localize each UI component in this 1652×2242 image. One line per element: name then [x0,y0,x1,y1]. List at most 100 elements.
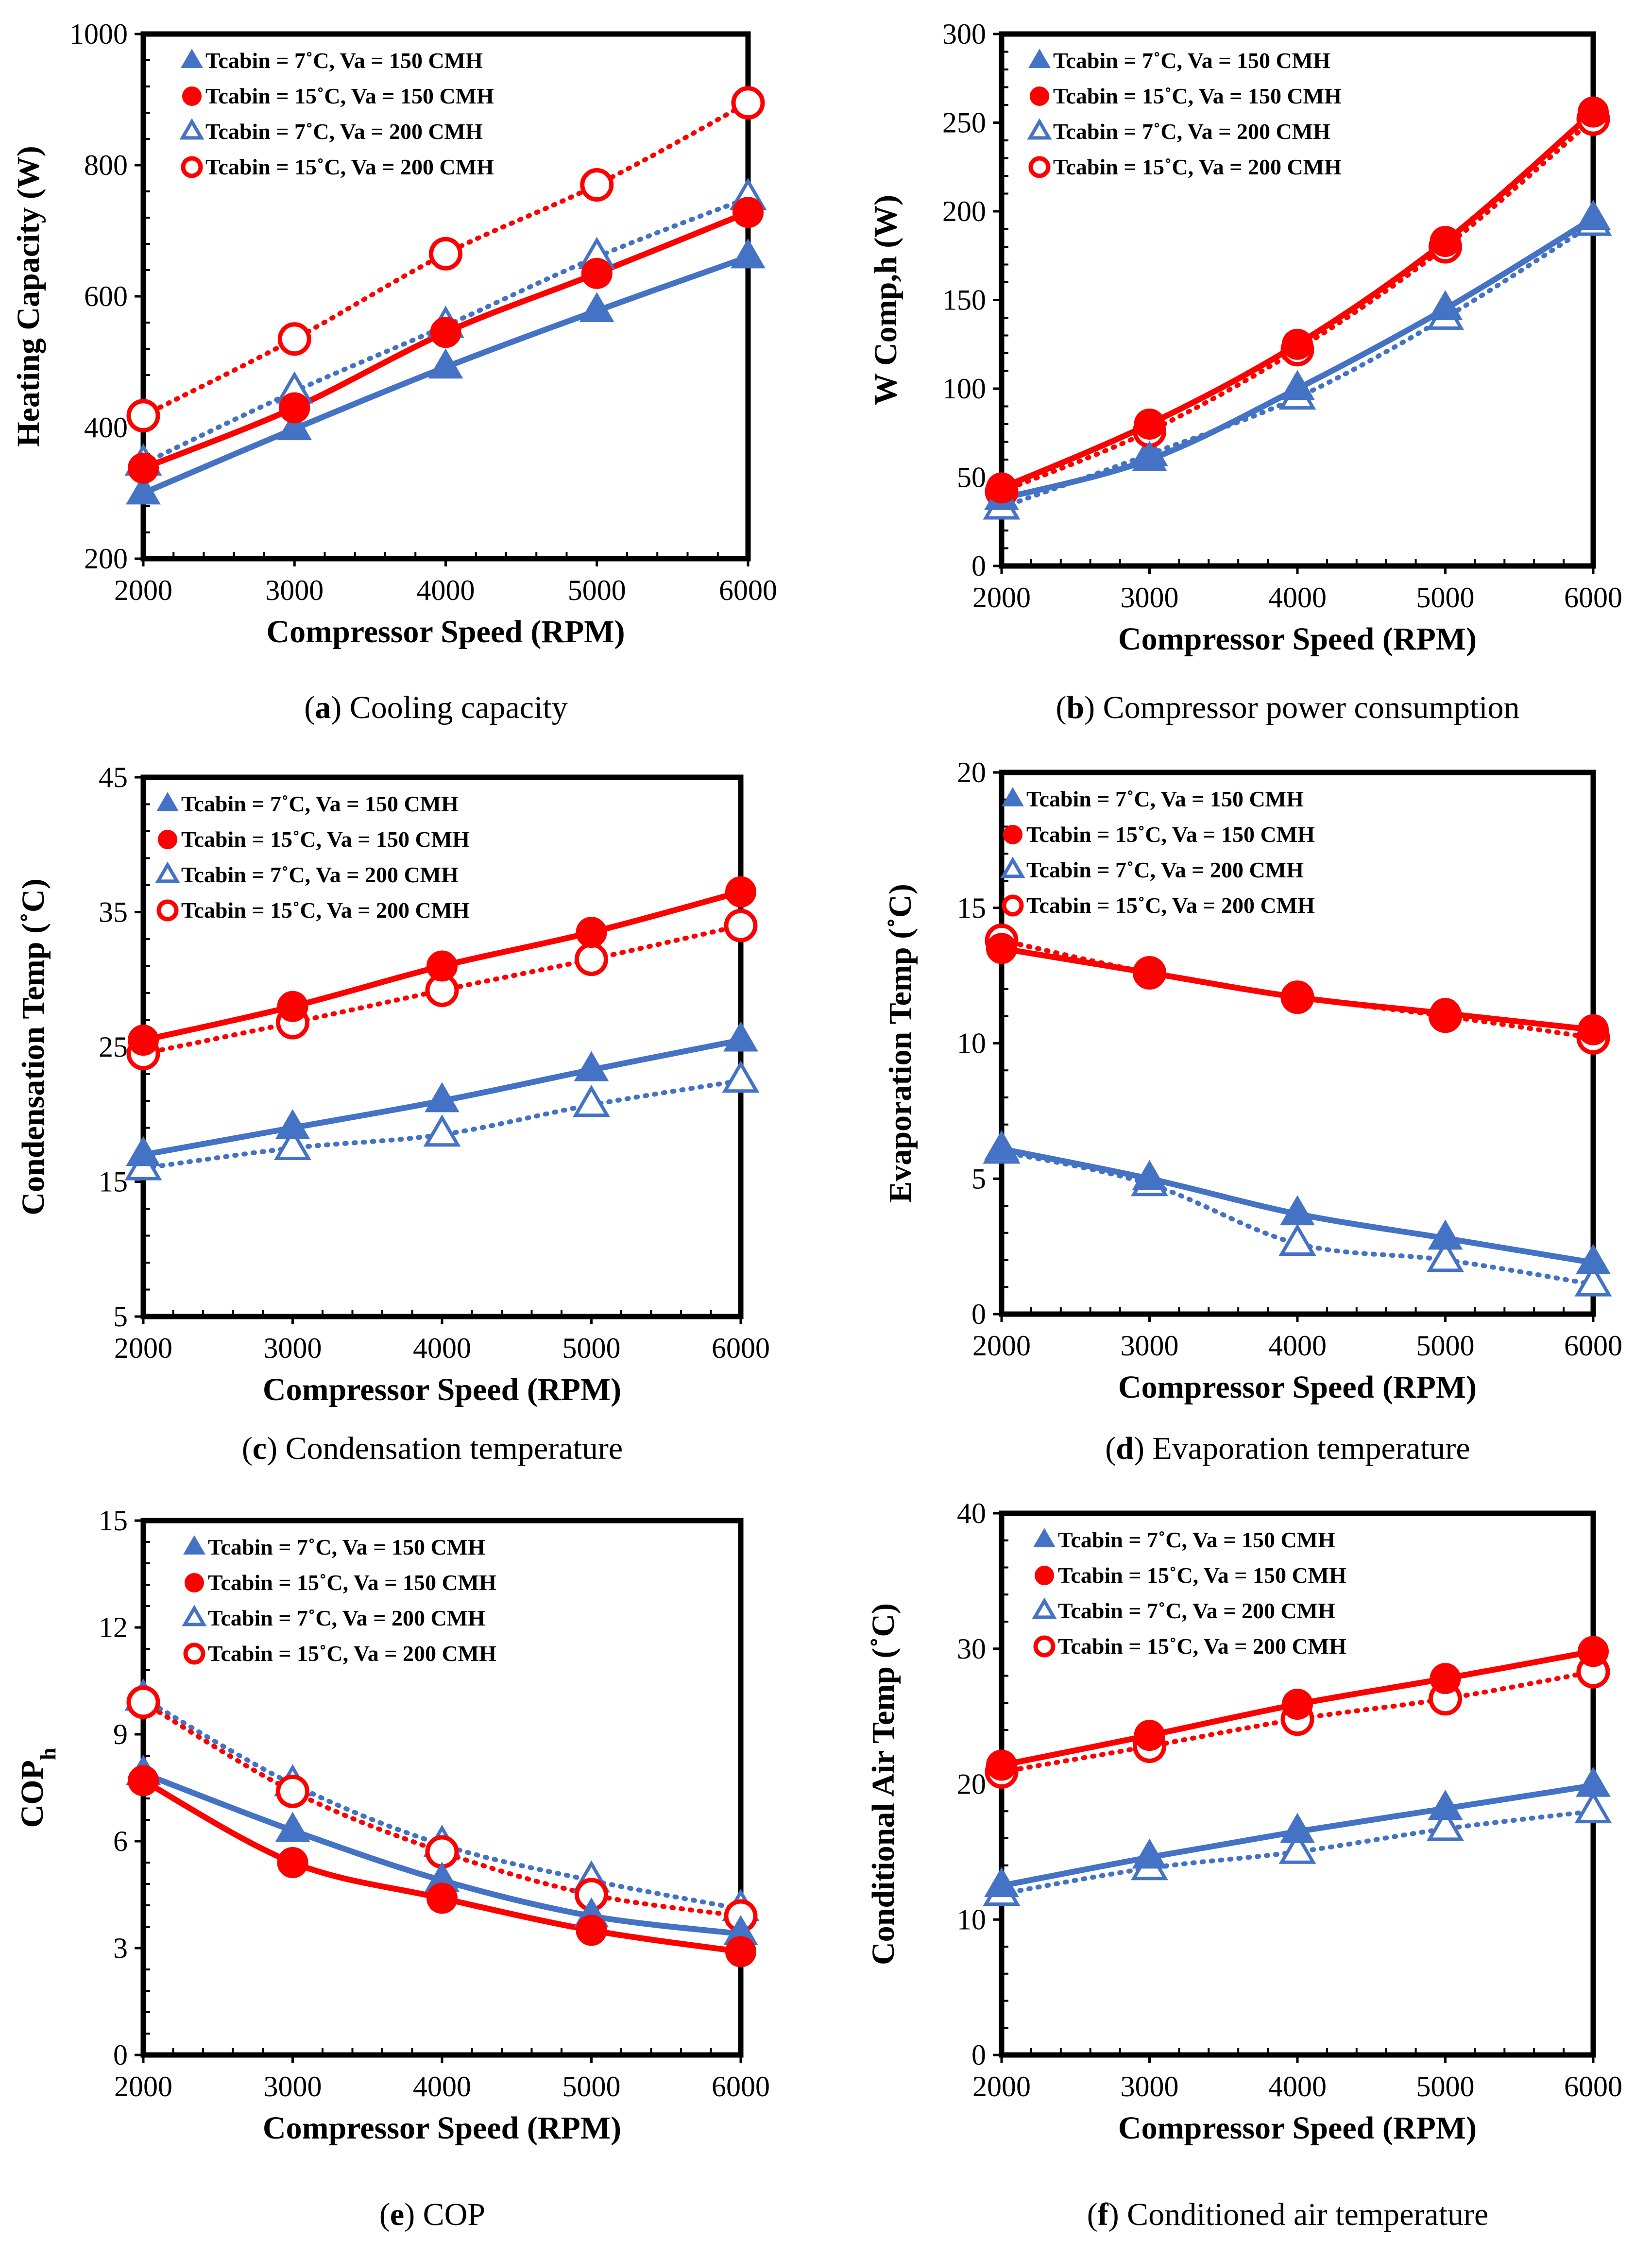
y-tick-label: 800 [84,149,128,181]
legend-label: Tcabin = 7˚C, Va = 200 CMH [181,862,459,887]
legend-marker [158,830,177,849]
x-tick-label: 5000 [562,2071,621,2103]
legend: Tcabin = 7˚C, Va = 150 CMH Tcabin = 15˚C,… [1000,787,1315,918]
legend-label: Tcabin = 7˚C, Va = 200 CMH [1058,1598,1335,1623]
y-tick-label: 250 [942,107,986,139]
legend-marker [181,156,203,178]
legend-label: Tcabin = 15˚C, Va = 150 CMH [181,827,470,852]
legend-label: Tcabin = 15˚C, Va = 150 CMH [1026,822,1315,847]
data-point-s4 [126,1685,160,1719]
x-tick-label: 2000 [972,1330,1031,1362]
x-axis-label: Compressor Speed (RPM) [1118,1369,1477,1405]
x-axis-label: Compressor Speed (RPM) [1118,621,1477,657]
legend-marker [1030,86,1049,106]
data-point-s2 [1578,1014,1609,1045]
legend: Tcabin = 7˚C, Va = 150 CMH Tcabin = 15˚C,… [1027,48,1342,179]
legend-marker [1002,787,1024,806]
data-point-s2 [581,257,613,289]
caption-paren-close: ) Condensation temperature [267,1431,623,1466]
data-point-s1 [1280,370,1315,400]
x-tick-label: 5000 [1416,2071,1475,2103]
data-point-s2 [1134,957,1165,989]
data-point-s3 [573,1084,610,1117]
caption-paren-open: ( [379,2197,390,2232]
data-point-s3 [722,1060,760,1093]
y-tick-label: 0 [113,2039,128,2071]
legend-marker [179,118,204,140]
x-tick-label: 5000 [1416,582,1475,614]
caption: (f) Conditioned air temperature [1087,2197,1489,2232]
x-axis-label: Compressor Speed (RPM) [263,1372,621,1407]
x-tick-label: 4000 [413,2071,471,2103]
legend-label: Tcabin = 15˚C, Va = 150 CMH [1058,1563,1346,1588]
data-point-s2 [986,472,1017,504]
caption-paren-open: ( [1105,1431,1116,1466]
legend-label: Tcabin = 7˚C, Va = 200 CMH [205,119,483,144]
legend: Tcabin = 7˚C, Va = 150 CMH Tcabin = 15˚C,… [155,791,470,923]
chart-e: 0 3 6 9 12 15 2000 3000 4000 5000 6000 Compressor S… [15,1505,770,2232]
x-tick-label: 4000 [1268,2071,1327,2103]
chart-d: 0 5 10 15 20 2000 3000 4000 5000 6000 Compressor S… [883,756,1622,1466]
caption-paren-open: ( [1056,690,1066,725]
plot-frame [140,774,744,1319]
x-tick-label: 5000 [562,1332,621,1364]
caption-paren-close: ) Conditioned air temperature [1108,2197,1489,2232]
data-point-s1 [126,474,161,505]
legend-label: Tcabin = 15˚C, Va = 200 CMH [205,154,494,179]
caption: (e) COP [379,2197,485,2232]
caption: (b) Compressor power consumption [1056,690,1519,725]
series-line-3 [141,1078,743,1171]
y-tick-label: 0 [971,550,986,582]
caption-letter: a [315,690,331,725]
y-tick-label: 25 [99,1031,128,1063]
data-point-s1 [277,410,312,441]
data-point-s3 [1278,1831,1316,1864]
data-point-s1 [1280,1813,1315,1843]
data-point-s1 [126,1136,161,1166]
legend-marker [155,861,180,883]
legend-marker [1003,825,1022,844]
data-point-s1 [1132,1160,1167,1190]
y-tick-label: 9 [113,1718,128,1750]
data-point-s3 [1574,1791,1612,1824]
y-tick-label: 15 [99,1166,128,1198]
legend-marker [1033,1528,1056,1547]
y-tick-label: 50 [957,462,986,494]
x-tick-label: 6000 [712,2071,770,2103]
data-point-s1 [1132,441,1167,471]
y-axis-label: Condensation Temp (˚C) [16,878,51,1215]
y-tick-label: 15 [99,1505,128,1537]
legend-marker [1035,1566,1054,1585]
caption-letter: e [390,2197,404,2232]
data-point-s2 [576,917,607,948]
x-tick-label: 5000 [568,574,626,606]
data-point-s2 [128,1025,159,1056]
chart-b: 0 50 100 150 200 250 300 2000 3000 4000 5000 6000 Co… [868,18,1622,725]
data-point-s1 [1576,200,1611,230]
data-point-s1 [428,348,463,379]
x-tick-label: 2000 [972,2071,1031,2103]
plot-frame [140,1518,744,2058]
plot-frame [999,1510,1596,2058]
x-tick-label: 6000 [712,1332,770,1364]
legend-marker [1000,856,1025,878]
data-point-s1 [1428,290,1463,321]
legend-marker [1032,1597,1057,1619]
data-point-s2 [128,452,159,484]
legend-marker [156,899,179,922]
legend-label: Tcabin = 15˚C, Va = 150 CMH [208,1570,496,1595]
caption-letter: d [1116,1431,1134,1466]
data-point-s3 [274,1128,311,1161]
y-tick-label: 600 [84,280,128,312]
x-axis-label: Compressor Speed (RPM) [266,614,625,650]
y-tick-label: 15 [957,892,986,924]
y-tick-label: 1000 [69,18,128,50]
data-point-s2 [576,1915,607,1946]
y-tick-label: 20 [957,1768,986,1800]
y-tick-label: 12 [99,1611,128,1643]
data-point-s2 [986,933,1017,964]
legend-label: Tcabin = 7˚C, Va = 200 CMH [208,1606,485,1630]
data-point-s4 [126,399,160,433]
data-point-s2 [1578,1636,1609,1667]
